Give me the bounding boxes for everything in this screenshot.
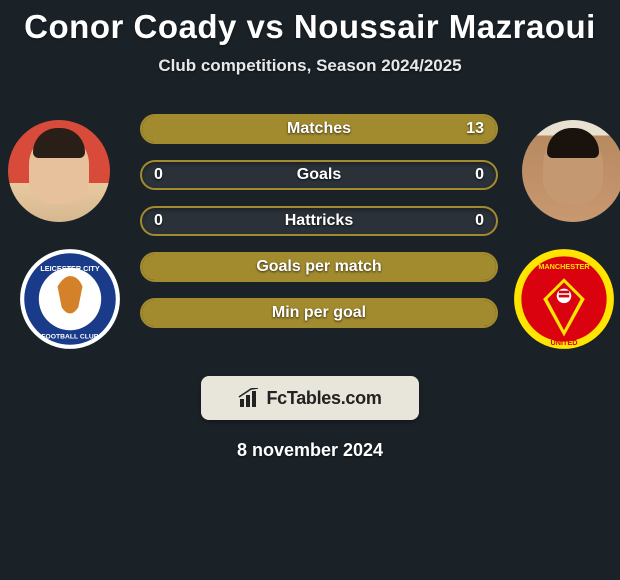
stat-value-left: 0 — [154, 166, 163, 184]
title-player2: Noussair Mazraoui — [294, 8, 596, 45]
stat-label: Matches — [287, 120, 351, 138]
stat-row: Goals per match — [140, 252, 498, 282]
chart-icon — [238, 388, 262, 408]
stat-value-left: 0 — [154, 212, 163, 230]
comparison-panel: LEICESTER CITY FOOTBALL CLUB MANCHESTER … — [0, 100, 620, 360]
stat-value-right: 0 — [475, 166, 484, 184]
player1-face — [8, 120, 110, 222]
player2-hair — [547, 128, 599, 158]
leicester-badge-icon: LEICESTER CITY FOOTBALL CLUB — [18, 247, 122, 351]
svg-text:UNITED: UNITED — [550, 338, 577, 347]
title-player1: Conor Coady — [24, 8, 237, 45]
player1-head — [29, 134, 89, 204]
svg-text:LEICESTER CITY: LEICESTER CITY — [40, 264, 99, 273]
player2-head — [543, 134, 603, 204]
stat-label: Hattricks — [285, 212, 353, 230]
player1-club-badge: LEICESTER CITY FOOTBALL CLUB — [18, 247, 122, 351]
stat-label: Goals per match — [256, 258, 381, 276]
stat-row: 0 Goals 0 — [140, 160, 498, 190]
svg-text:FOOTBALL CLUB: FOOTBALL CLUB — [41, 334, 98, 341]
svg-text:MANCHESTER: MANCHESTER — [538, 262, 590, 271]
page-title: Conor Coady vs Noussair Mazraoui — [0, 8, 620, 46]
stat-label: Min per goal — [272, 304, 366, 322]
player2-club-badge: MANCHESTER UNITED — [512, 247, 616, 351]
stat-label: Goals — [297, 166, 341, 184]
stat-value-right: 0 — [475, 212, 484, 230]
stat-rows: Matches 13 0 Goals 0 0 Hattricks 0 Goals per mat… — [140, 114, 498, 344]
infographic-root: Conor Coady vs Noussair Mazraoui Club co… — [0, 0, 620, 461]
brand-box[interactable]: FcTables.com — [201, 376, 419, 420]
date-line: 8 november 2024 — [0, 440, 620, 461]
title-vs: vs — [247, 8, 285, 45]
manutd-badge-icon: MANCHESTER UNITED — [512, 247, 616, 351]
player2-face — [522, 120, 620, 222]
stat-row: Min per goal — [140, 298, 498, 328]
stat-value-right: 13 — [466, 120, 484, 138]
stat-row: 0 Hattricks 0 — [140, 206, 498, 236]
brand-text: FcTables.com — [266, 388, 381, 409]
subtitle: Club competitions, Season 2024/2025 — [0, 56, 620, 76]
player2-avatar — [522, 120, 620, 222]
player1-avatar — [8, 120, 110, 222]
stat-row: Matches 13 — [140, 114, 498, 144]
player1-hair — [33, 128, 85, 158]
